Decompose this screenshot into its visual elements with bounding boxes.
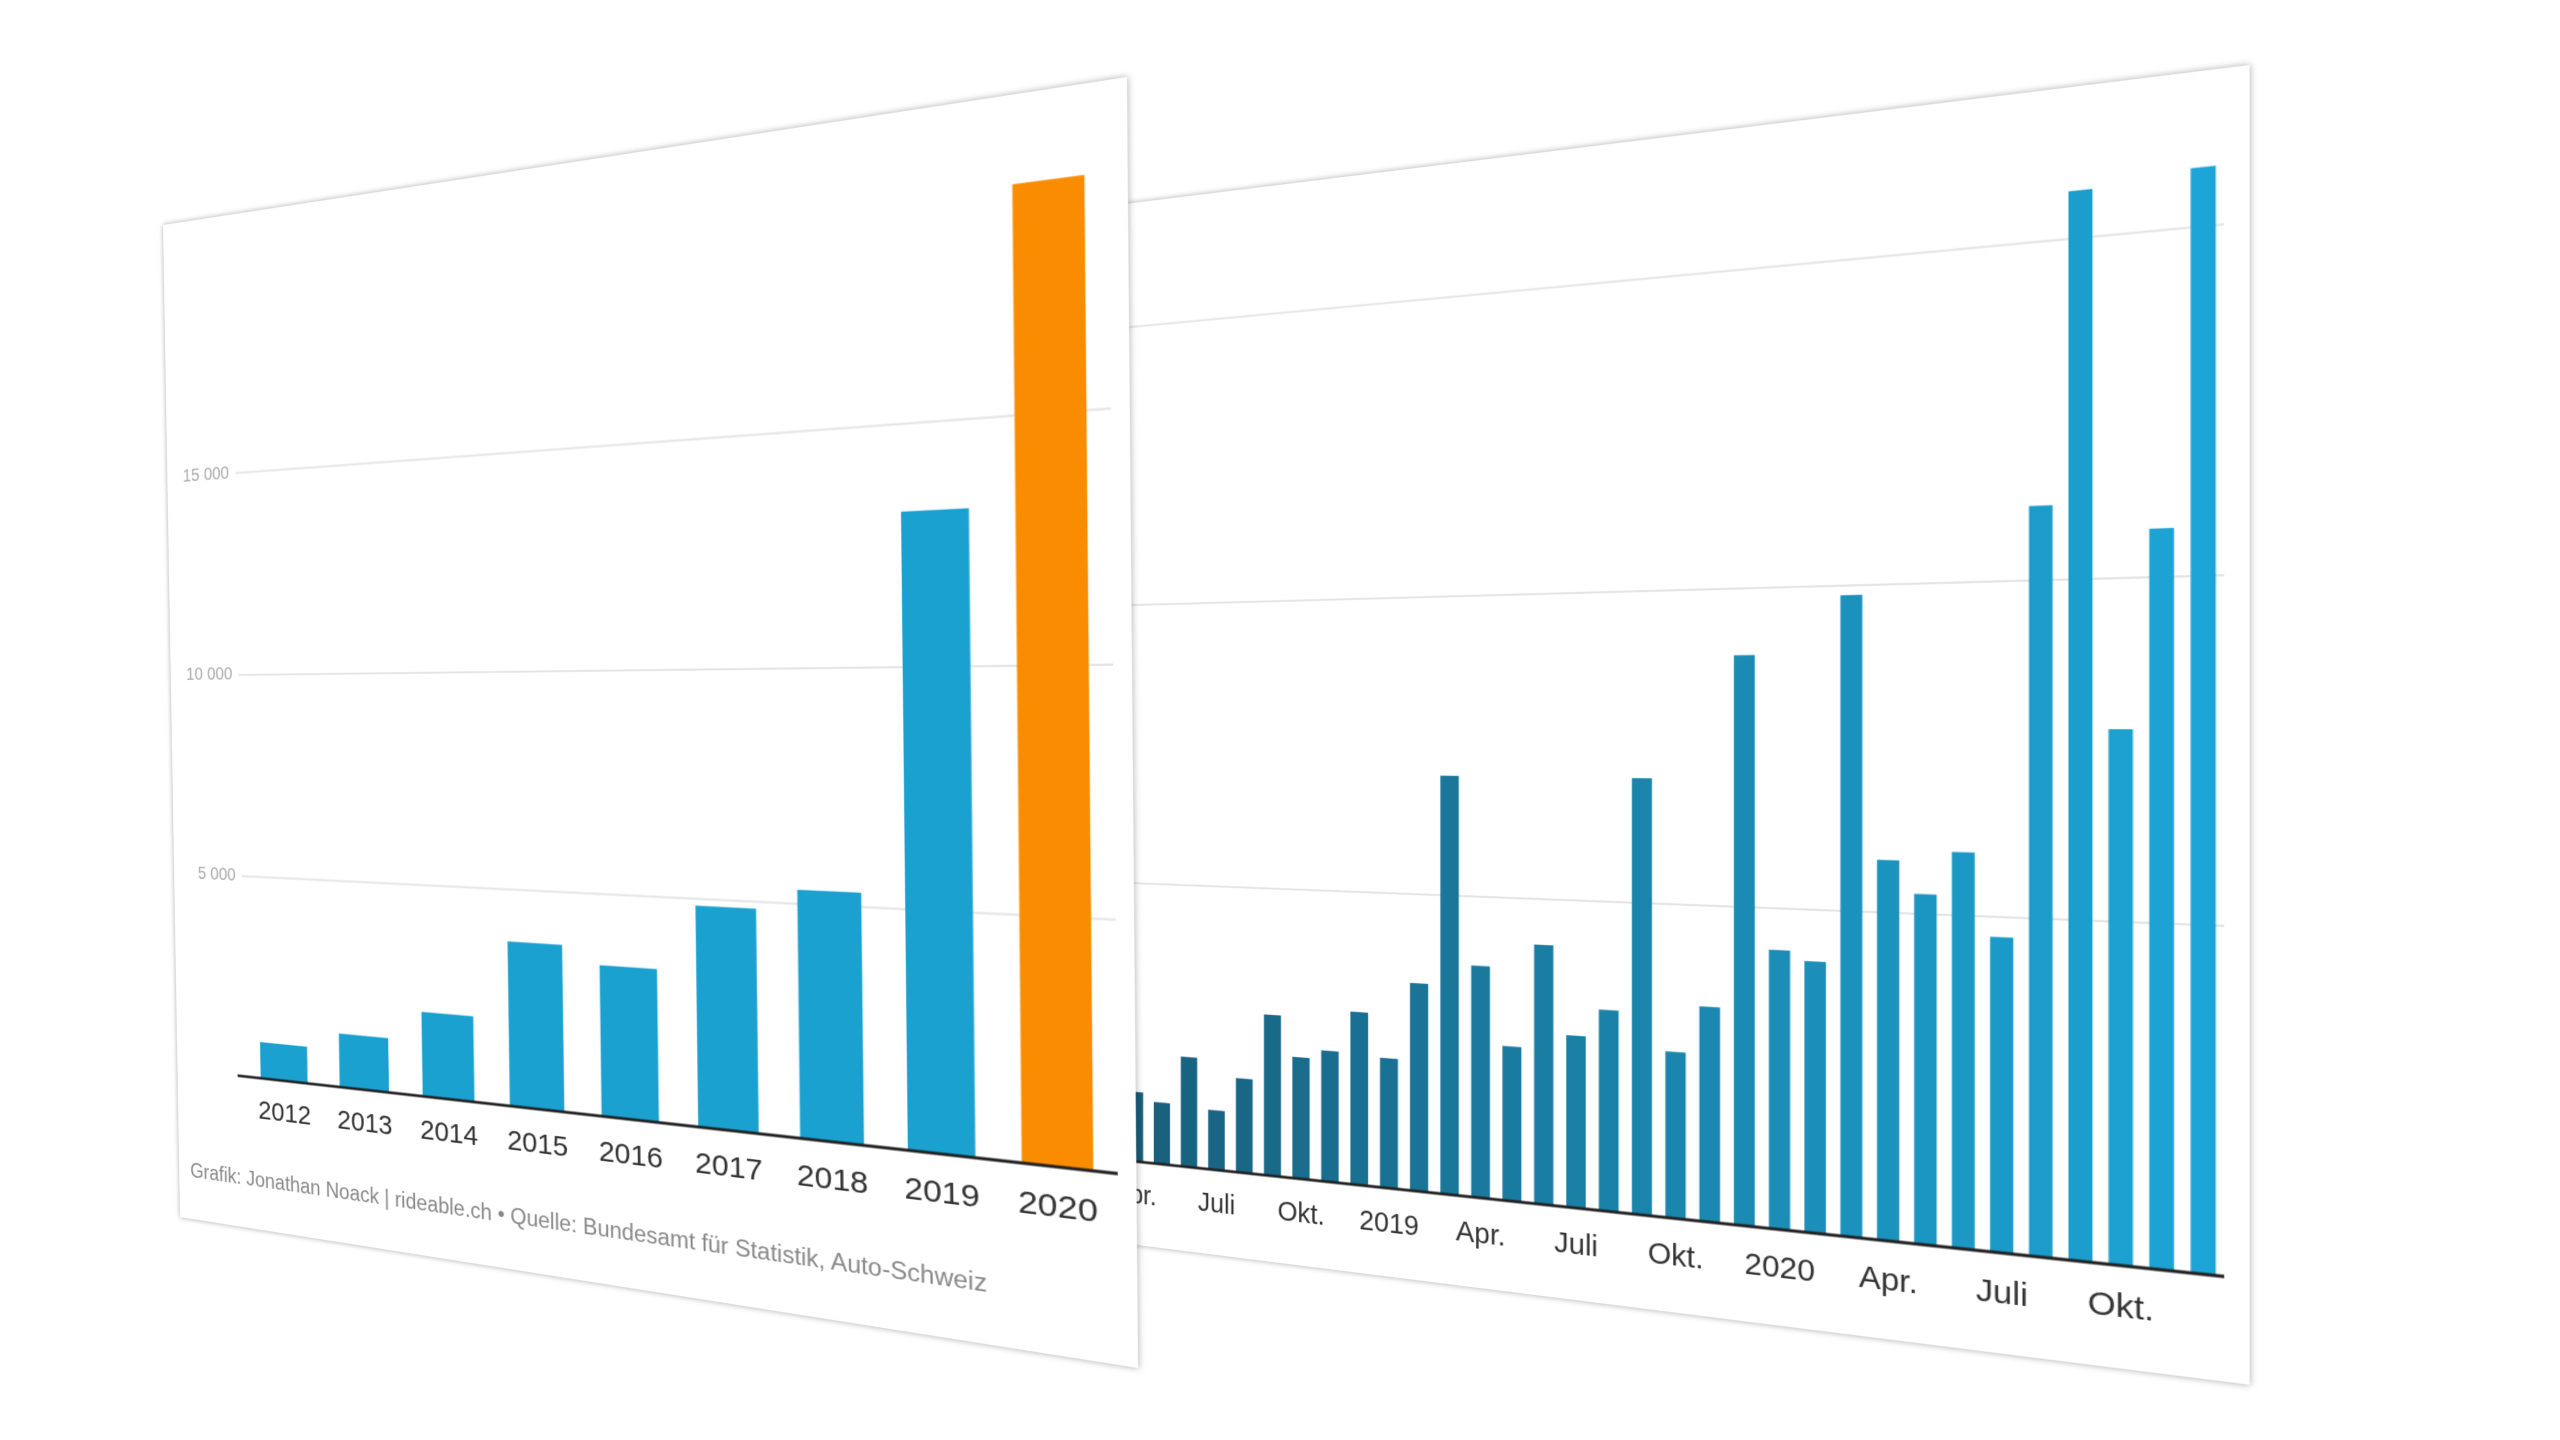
bar [1502, 1046, 1521, 1202]
x-tick-label: Okt. [1648, 1234, 1704, 1276]
bar [1012, 175, 1093, 1171]
bar [1380, 1058, 1398, 1189]
grid-line [242, 876, 1116, 920]
bar [1350, 1012, 1368, 1186]
bar [1990, 937, 2013, 1254]
x-tick-label: Juli [1198, 1185, 1235, 1221]
bar [1208, 1110, 1225, 1171]
y-tick-label: 15 000 [183, 464, 230, 486]
bar [1665, 1051, 1685, 1219]
x-tick-label: 2012 [258, 1095, 311, 1131]
x-tick-label: 2014 [420, 1114, 478, 1152]
bar [1952, 852, 1975, 1250]
y-tick-label: 5 000 [198, 864, 236, 884]
bar [2191, 166, 2216, 1276]
panel-yearly: 5 000 10 000 15 000 2012 2013 2014 2015 2016 201… [163, 77, 1138, 1368]
bar [797, 890, 864, 1146]
bar [2068, 189, 2092, 1263]
bar [2149, 528, 2174, 1271]
x-tick-label: 2018 [797, 1158, 869, 1201]
bar [1321, 1050, 1338, 1183]
bar [1534, 944, 1553, 1205]
bar [1877, 860, 1899, 1242]
bar [1840, 595, 1862, 1238]
x-tick-label: Okt. [2088, 1282, 2155, 1328]
x-tick-label: 2017 [695, 1146, 763, 1188]
x-tick-label: 2016 [599, 1135, 664, 1176]
bar [1632, 778, 1652, 1216]
x-tick-label: Juli [1976, 1270, 2028, 1314]
bar [1804, 961, 1826, 1234]
bar [2029, 505, 2053, 1258]
chart-yearly: 5 000 10 000 15 000 2012 2013 2014 2015 2016 201… [163, 77, 1138, 1368]
x-tick-label: Apr. [1456, 1213, 1506, 1252]
bar [1599, 1009, 1619, 1212]
bar [1264, 1014, 1281, 1176]
bar [1181, 1057, 1197, 1168]
x-tick-label: 2013 [337, 1104, 393, 1141]
bar [1236, 1078, 1253, 1174]
x-tick-label: 2019 [1359, 1203, 1419, 1243]
x-tick-label: 2019 [904, 1171, 980, 1216]
bar [260, 1042, 308, 1083]
bar [901, 508, 975, 1158]
grid-line [1070, 224, 2224, 332]
bar [421, 1012, 474, 1102]
x-tick-label: 2015 [507, 1124, 568, 1164]
bar [1769, 950, 1790, 1231]
bar [508, 941, 565, 1112]
bar [1699, 1006, 1720, 1223]
bar [1154, 1102, 1170, 1165]
grid-line [235, 408, 1111, 473]
x-tick-label: Juli [1554, 1224, 1598, 1263]
bar [1410, 983, 1428, 1192]
x-tick-label: 2020 [1744, 1245, 1815, 1289]
bar [339, 1033, 389, 1092]
bar [600, 965, 659, 1122]
grid-line [239, 665, 1114, 675]
bar [1914, 894, 1937, 1246]
x-tick-label: 2020 [1018, 1184, 1098, 1231]
bar [1292, 1057, 1309, 1180]
bar [1440, 776, 1458, 1196]
bar [695, 906, 758, 1134]
bar [1471, 965, 1490, 1198]
x-tick-label: Okt. [1277, 1194, 1324, 1232]
bar [2109, 729, 2133, 1267]
bar [1734, 655, 1755, 1227]
bar [1566, 1035, 1585, 1209]
x-tick-label: Apr. [1859, 1257, 1918, 1301]
y-tick-label: 10 000 [186, 665, 233, 684]
